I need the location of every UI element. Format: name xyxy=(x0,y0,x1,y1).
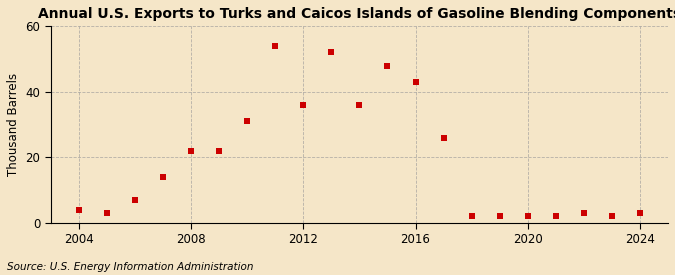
Point xyxy=(578,211,589,215)
Point xyxy=(607,214,618,218)
Point xyxy=(466,214,477,218)
Point xyxy=(438,135,449,140)
Point xyxy=(186,148,196,153)
Point xyxy=(550,214,561,218)
Text: Source: U.S. Energy Information Administration: Source: U.S. Energy Information Administ… xyxy=(7,262,253,272)
Point xyxy=(522,214,533,218)
Point xyxy=(74,207,84,212)
Point xyxy=(242,119,252,123)
Point xyxy=(158,175,169,179)
Point xyxy=(354,103,364,107)
Point xyxy=(382,63,393,68)
Point xyxy=(326,50,337,55)
Point xyxy=(214,148,225,153)
Point xyxy=(410,80,421,84)
Point xyxy=(101,211,112,215)
Y-axis label: Thousand Barrels: Thousand Barrels xyxy=(7,73,20,176)
Title: Annual U.S. Exports to Turks and Caicos Islands of Gasoline Blending Components: Annual U.S. Exports to Turks and Caicos … xyxy=(38,7,675,21)
Point xyxy=(270,44,281,48)
Point xyxy=(634,211,645,215)
Point xyxy=(298,103,308,107)
Point xyxy=(130,197,140,202)
Point xyxy=(494,214,505,218)
